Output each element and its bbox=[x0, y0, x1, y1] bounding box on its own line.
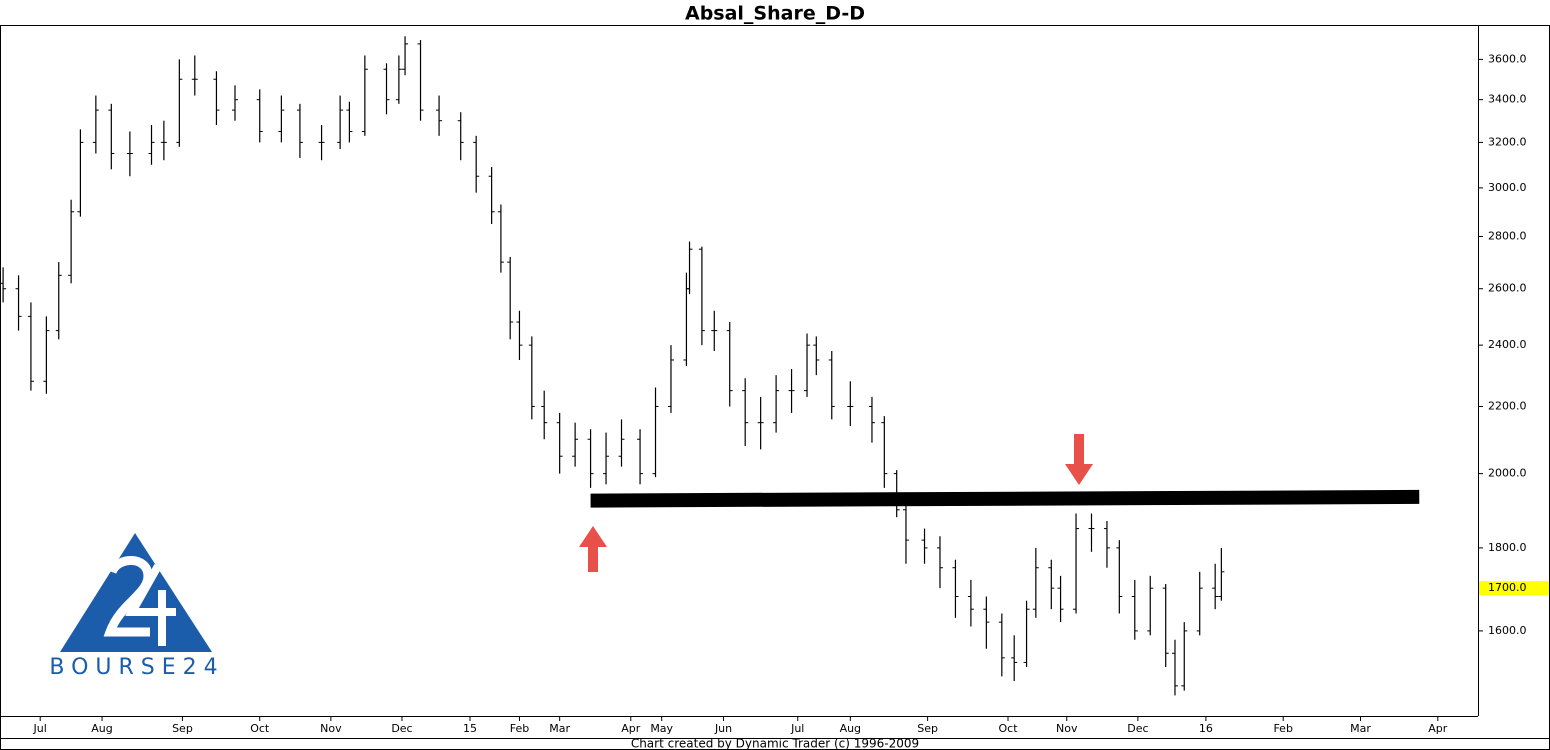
x-tick-label: Dec bbox=[1127, 722, 1148, 735]
last-price-label: 1700.0 bbox=[1488, 581, 1527, 594]
bars bbox=[0, 36, 1225, 696]
x-tick-label: 16 bbox=[1199, 722, 1213, 735]
x-tick-label: Apr bbox=[621, 722, 641, 735]
x-tick-label: May bbox=[650, 722, 673, 735]
y-tick-label: 1800.0 bbox=[1488, 541, 1527, 554]
x-tick-label: Sep bbox=[172, 722, 193, 735]
x-tick-label: Aug bbox=[840, 722, 861, 735]
chart-title: Absal_Share_D-D bbox=[685, 3, 865, 25]
y-tick-label: 3000.0 bbox=[1488, 181, 1527, 194]
x-tick-label: Jun bbox=[714, 722, 732, 735]
x-tick-label: Feb bbox=[510, 722, 529, 735]
x-tick-label: Mar bbox=[1350, 722, 1371, 735]
x-tick-label: Aug bbox=[91, 722, 112, 735]
x-tick-label: Oct bbox=[998, 722, 1018, 735]
x-tick-label: Apr bbox=[1428, 722, 1448, 735]
x-tick-label: Jul bbox=[33, 722, 47, 735]
frame bbox=[0, 25, 1550, 750]
arrow-down bbox=[1065, 434, 1093, 485]
logo: BOURSE24 bbox=[49, 533, 224, 680]
y-tick-label: 3600.0 bbox=[1488, 52, 1527, 65]
y-tick-label: 2000.0 bbox=[1488, 467, 1527, 480]
y-tick-label: 2600.0 bbox=[1488, 282, 1527, 295]
y-tick-label: 3200.0 bbox=[1488, 135, 1527, 148]
last-price-box bbox=[1479, 581, 1549, 596]
x-tick-label: Nov bbox=[1056, 722, 1078, 735]
x-tick-label: Mar bbox=[549, 722, 570, 735]
y-tick-label: 3400.0 bbox=[1488, 93, 1527, 106]
x-tick-label: Dec bbox=[391, 722, 412, 735]
support-line bbox=[590, 489, 1420, 508]
x-tick-label: Sep bbox=[917, 722, 938, 735]
y-tick-label: 1600.0 bbox=[1488, 624, 1527, 637]
y-tick-label: 2800.0 bbox=[1488, 230, 1527, 243]
x-tick-label: Feb bbox=[1273, 722, 1292, 735]
x-tick-label: Oct bbox=[250, 722, 270, 735]
x-tick-label: Jul bbox=[790, 722, 804, 735]
y-tick-label: 2400.0 bbox=[1488, 338, 1527, 351]
logo-text: BOURSE24 bbox=[49, 655, 224, 680]
arrow-up bbox=[579, 526, 607, 572]
footer: Chart created by Dynamic Trader (c) 1996… bbox=[631, 737, 919, 750]
x-tick-label: 15 bbox=[463, 722, 477, 735]
y-tick-label: 2200.0 bbox=[1488, 399, 1527, 412]
x-tick-label: Nov bbox=[320, 722, 342, 735]
